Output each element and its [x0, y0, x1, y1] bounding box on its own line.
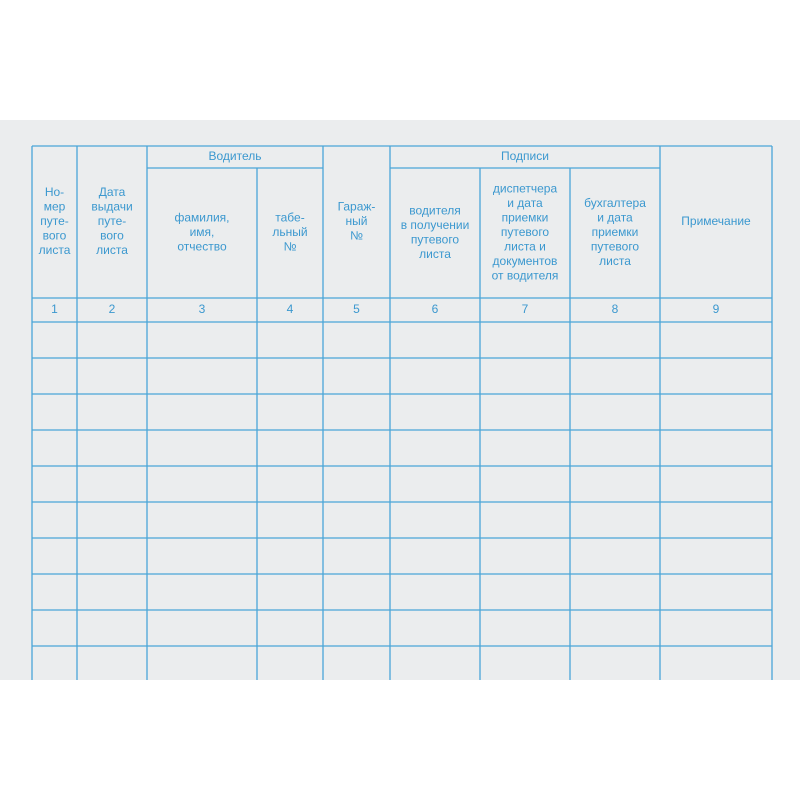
column-header: Гараж-	[338, 200, 376, 214]
column-header: отчество	[177, 240, 227, 254]
column-number: 6	[432, 302, 439, 316]
column-header: приемки	[502, 211, 549, 225]
column-number: 9	[713, 302, 720, 316]
column-header: листа и	[504, 240, 546, 254]
column-number: 7	[522, 302, 529, 316]
column-header: и дата	[507, 196, 543, 210]
paper	[0, 120, 800, 680]
column-number: 2	[109, 302, 116, 316]
column-header: путевого	[501, 225, 550, 239]
group-header: Водитель	[208, 149, 261, 163]
column-header: табе-	[275, 211, 304, 225]
column-header: приемки	[592, 225, 639, 239]
column-header: Примечание	[681, 214, 751, 228]
column-header: листа	[599, 254, 631, 268]
column-header: мер	[44, 200, 66, 214]
column-header: в получении	[401, 218, 470, 232]
column-number: 8	[612, 302, 619, 316]
column-header: водителя	[409, 203, 461, 217]
column-header: листа	[39, 243, 71, 257]
column-number: 5	[353, 302, 360, 316]
column-header: Но-	[45, 185, 64, 199]
column-number: 4	[287, 302, 294, 316]
column-header: листа	[419, 247, 451, 261]
column-header: имя,	[190, 225, 215, 239]
column-header: документов	[493, 254, 558, 268]
column-header: путевого	[411, 232, 460, 246]
column-header: от водителя	[492, 269, 559, 283]
column-header: путевого	[591, 240, 640, 254]
column-header: путе-	[98, 214, 127, 228]
column-header: Дата	[99, 185, 126, 199]
column-header: вого	[100, 229, 124, 243]
column-header: путе-	[40, 214, 69, 228]
column-header: диспетчера	[493, 182, 558, 196]
column-header: вого	[43, 229, 67, 243]
group-header: Подписи	[501, 149, 549, 163]
column-header: бухгалтера	[584, 196, 646, 210]
column-header: фамилия,	[174, 211, 229, 225]
column-header: №	[350, 229, 363, 243]
column-header: и дата	[597, 211, 633, 225]
column-header: ный	[346, 214, 368, 228]
column-number: 1	[51, 302, 58, 316]
column-header: листа	[96, 243, 128, 257]
column-header: выдачи	[91, 200, 132, 214]
column-header: льный	[272, 225, 307, 239]
column-number: 3	[199, 302, 206, 316]
column-header: №	[284, 240, 297, 254]
